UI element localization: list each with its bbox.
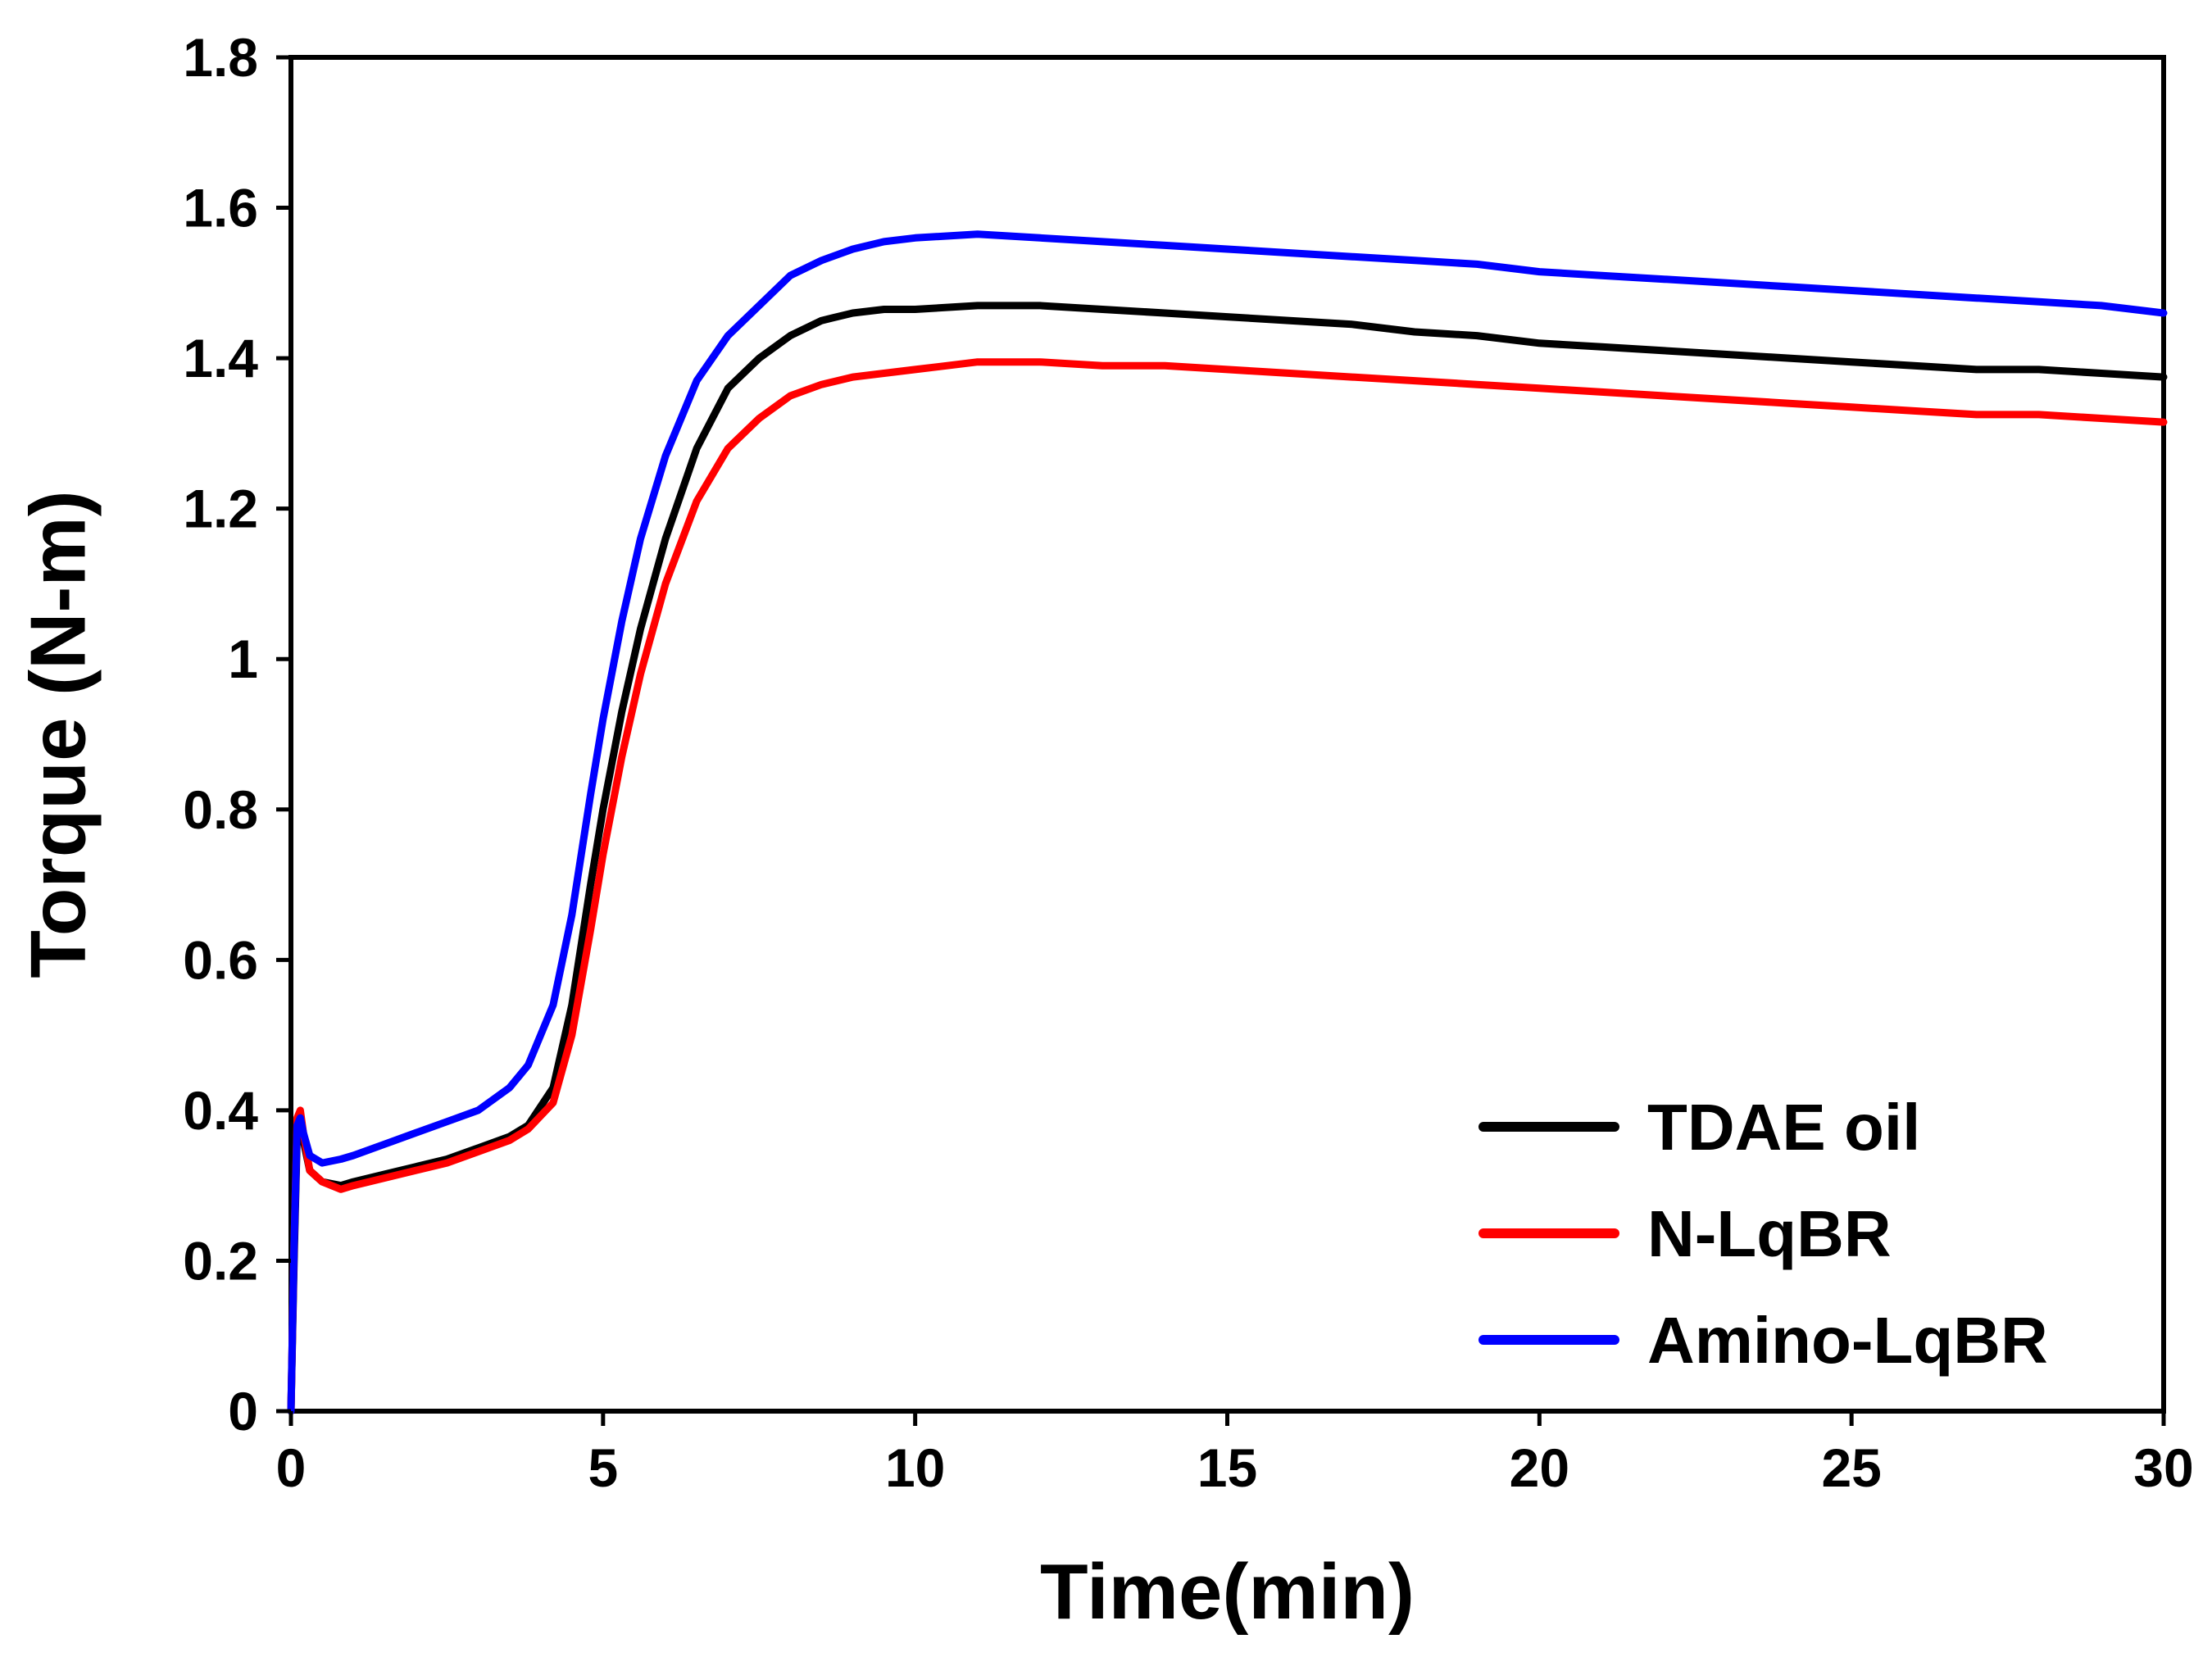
x-tick-label: 5 — [588, 1437, 618, 1498]
y-tick-label: 1.4 — [183, 328, 258, 388]
y-tick-label: 0.6 — [183, 929, 258, 990]
legend-label: Amino-LqBR — [1647, 1304, 2048, 1377]
x-tick-label: 15 — [1197, 1437, 1257, 1498]
y-tick-label: 0.4 — [183, 1080, 258, 1141]
y-tick-label: 0.8 — [183, 779, 258, 840]
y-tick-label: 0.2 — [183, 1230, 258, 1291]
legend-label: TDAE oil — [1647, 1091, 1920, 1164]
y-tick-label: 1.2 — [183, 479, 258, 539]
y-tick-label: 0 — [228, 1381, 258, 1441]
x-axis-ticks: 0 5 10 15 20 25 30 — [276, 1411, 2194, 1498]
x-axis-label: Time(min) — [1040, 1548, 1415, 1636]
series-line-n-lqbr — [287, 358, 2168, 1415]
legend-label: N-LqBR — [1647, 1197, 1892, 1270]
x-tick-label: 25 — [1821, 1437, 1881, 1498]
legend: TDAE oil N-LqBR Amino-LqBR — [1478, 1091, 2048, 1377]
y-tick-label: 1.6 — [183, 178, 258, 238]
y-tick-label: 1.8 — [183, 27, 258, 88]
series-line-amino-lqbr — [287, 230, 2168, 1415]
y-axis-label: Torque (N-m) — [14, 490, 102, 978]
x-tick-label: 0 — [276, 1437, 307, 1498]
series-layer — [287, 230, 2168, 1415]
y-tick-label: 1 — [228, 629, 258, 689]
x-tick-label: 20 — [1510, 1437, 1569, 1498]
x-tick-label: 10 — [885, 1437, 945, 1498]
y-axis-ticks: 0 0.2 0.4 0.6 0.8 1 1.2 1.4 1.6 1.8 — [183, 27, 291, 1441]
x-tick-label: 30 — [2133, 1437, 2193, 1498]
